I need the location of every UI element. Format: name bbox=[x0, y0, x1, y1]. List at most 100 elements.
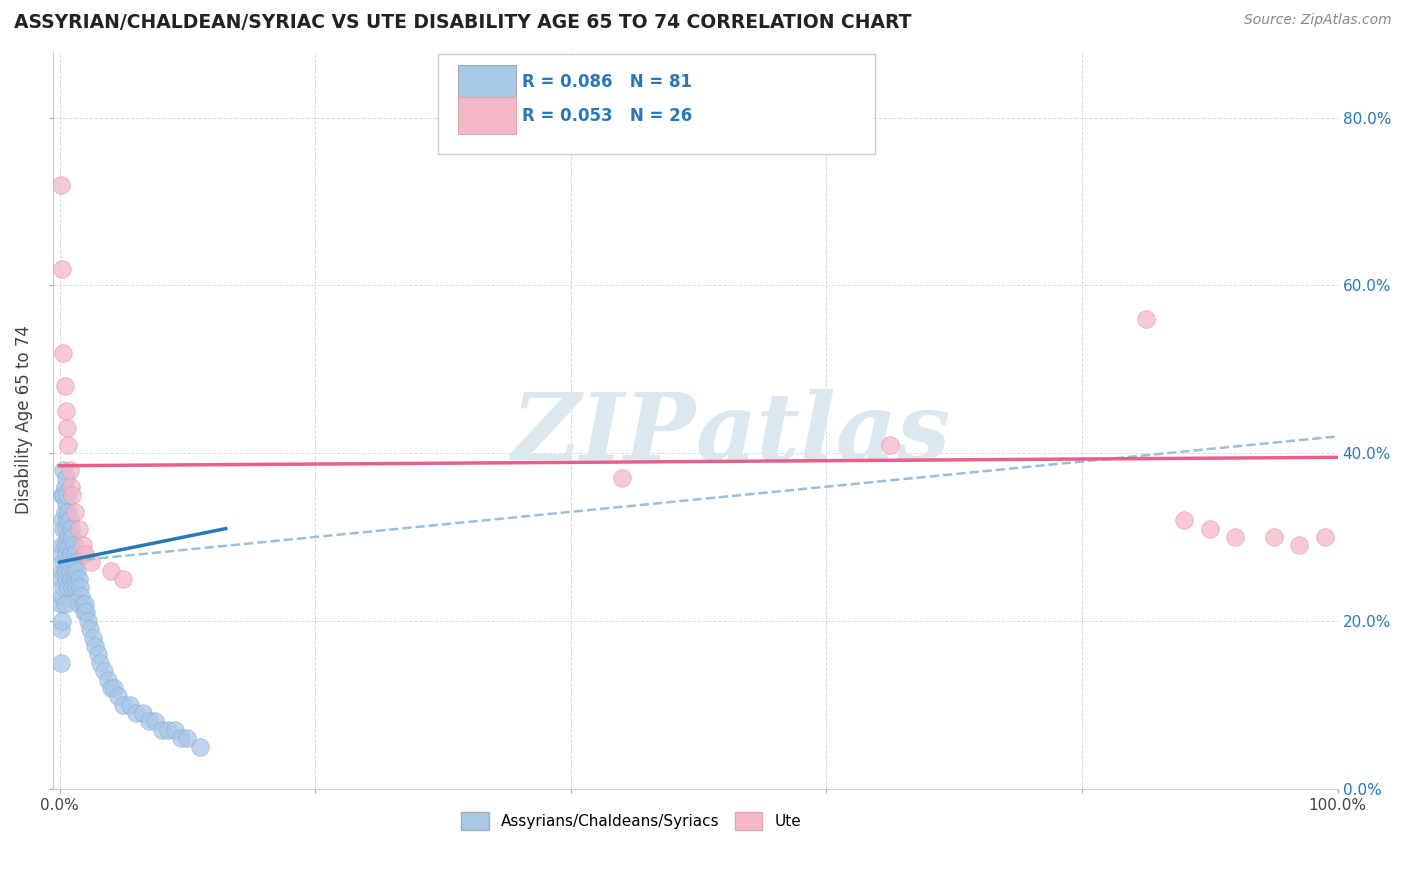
Point bbox=[49, 572, 72, 586]
Point bbox=[65, 555, 87, 569]
Point bbox=[59, 513, 82, 527]
Point bbox=[52, 488, 75, 502]
Point bbox=[52, 345, 75, 359]
Point bbox=[56, 421, 79, 435]
Point bbox=[63, 572, 86, 586]
Point bbox=[52, 463, 75, 477]
Point bbox=[1173, 513, 1195, 527]
Text: R = 0.086   N = 81: R = 0.086 N = 81 bbox=[522, 73, 692, 91]
Point bbox=[62, 538, 84, 552]
Point bbox=[125, 706, 148, 720]
Text: Source: ZipAtlas.com: Source: ZipAtlas.com bbox=[1244, 13, 1392, 28]
Point bbox=[75, 606, 97, 620]
Point bbox=[157, 723, 180, 737]
Point bbox=[60, 572, 83, 586]
Point bbox=[1263, 530, 1285, 544]
Text: ASSYRIAN/CHALDEAN/SYRIAC VS UTE DISABILITY AGE 65 TO 74 CORRELATION CHART: ASSYRIAN/CHALDEAN/SYRIAC VS UTE DISABILI… bbox=[14, 13, 911, 32]
Point bbox=[53, 379, 76, 393]
Point bbox=[145, 714, 167, 729]
Point bbox=[67, 572, 90, 586]
Point bbox=[1313, 530, 1336, 544]
Point bbox=[51, 589, 73, 603]
Point bbox=[72, 538, 94, 552]
Point bbox=[60, 530, 83, 544]
Point bbox=[49, 547, 72, 561]
Point bbox=[879, 438, 901, 452]
Point bbox=[100, 564, 122, 578]
Point bbox=[52, 580, 75, 594]
Point bbox=[58, 530, 80, 544]
Point bbox=[112, 698, 135, 712]
Point bbox=[60, 580, 83, 594]
Text: ZIP: ZIP bbox=[512, 390, 696, 479]
Point bbox=[93, 664, 115, 678]
Point bbox=[67, 522, 90, 536]
Point bbox=[53, 597, 76, 611]
Point bbox=[1225, 530, 1247, 544]
Point bbox=[112, 572, 135, 586]
Point bbox=[82, 631, 104, 645]
Point bbox=[62, 564, 84, 578]
FancyBboxPatch shape bbox=[458, 65, 516, 103]
Point bbox=[87, 648, 110, 662]
Point bbox=[150, 723, 173, 737]
Point bbox=[52, 555, 75, 569]
Point bbox=[610, 471, 633, 485]
FancyBboxPatch shape bbox=[458, 97, 516, 134]
Point bbox=[80, 555, 103, 569]
Point bbox=[131, 706, 153, 720]
Legend: Assyrians/Chaldeans/Syriacs, Ute: Assyrians/Chaldeans/Syriacs, Ute bbox=[456, 806, 807, 836]
Point bbox=[49, 656, 72, 670]
Point bbox=[60, 555, 83, 569]
Point bbox=[49, 597, 72, 611]
Point bbox=[56, 564, 79, 578]
Y-axis label: Disability Age 65 to 74: Disability Age 65 to 74 bbox=[15, 326, 32, 514]
Point bbox=[66, 564, 89, 578]
Point bbox=[51, 261, 73, 276]
Point bbox=[75, 547, 97, 561]
Point bbox=[49, 622, 72, 636]
Point bbox=[79, 622, 101, 636]
Point bbox=[70, 589, 93, 603]
Point bbox=[84, 639, 107, 653]
Point bbox=[52, 522, 75, 536]
Point bbox=[63, 547, 86, 561]
Point bbox=[89, 656, 111, 670]
Point bbox=[60, 522, 83, 536]
Text: atlas: atlas bbox=[696, 390, 950, 479]
Text: R = 0.053   N = 26: R = 0.053 N = 26 bbox=[522, 107, 692, 125]
Point bbox=[51, 564, 73, 578]
Point bbox=[63, 505, 86, 519]
Point bbox=[65, 580, 87, 594]
Point bbox=[69, 580, 91, 594]
FancyBboxPatch shape bbox=[439, 54, 875, 154]
Point bbox=[100, 681, 122, 695]
Point bbox=[55, 522, 77, 536]
Point bbox=[51, 513, 73, 527]
Point bbox=[56, 513, 79, 527]
Point bbox=[51, 488, 73, 502]
Point bbox=[53, 505, 76, 519]
Point bbox=[59, 564, 82, 578]
Point bbox=[53, 480, 76, 494]
Point bbox=[1288, 538, 1310, 552]
Point bbox=[55, 547, 77, 561]
Point bbox=[1135, 312, 1157, 326]
Point bbox=[53, 564, 76, 578]
Point bbox=[97, 673, 120, 687]
Point bbox=[107, 690, 129, 704]
Point bbox=[58, 555, 80, 569]
Point bbox=[72, 597, 94, 611]
Point bbox=[118, 698, 141, 712]
Point bbox=[56, 538, 79, 552]
Point bbox=[59, 538, 82, 552]
Point bbox=[60, 488, 83, 502]
Point bbox=[76, 614, 98, 628]
Point bbox=[176, 731, 198, 746]
Point bbox=[51, 614, 73, 628]
Point bbox=[58, 505, 80, 519]
Point bbox=[188, 739, 211, 754]
Point bbox=[1198, 522, 1220, 536]
Point bbox=[51, 538, 73, 552]
Point bbox=[58, 580, 80, 594]
